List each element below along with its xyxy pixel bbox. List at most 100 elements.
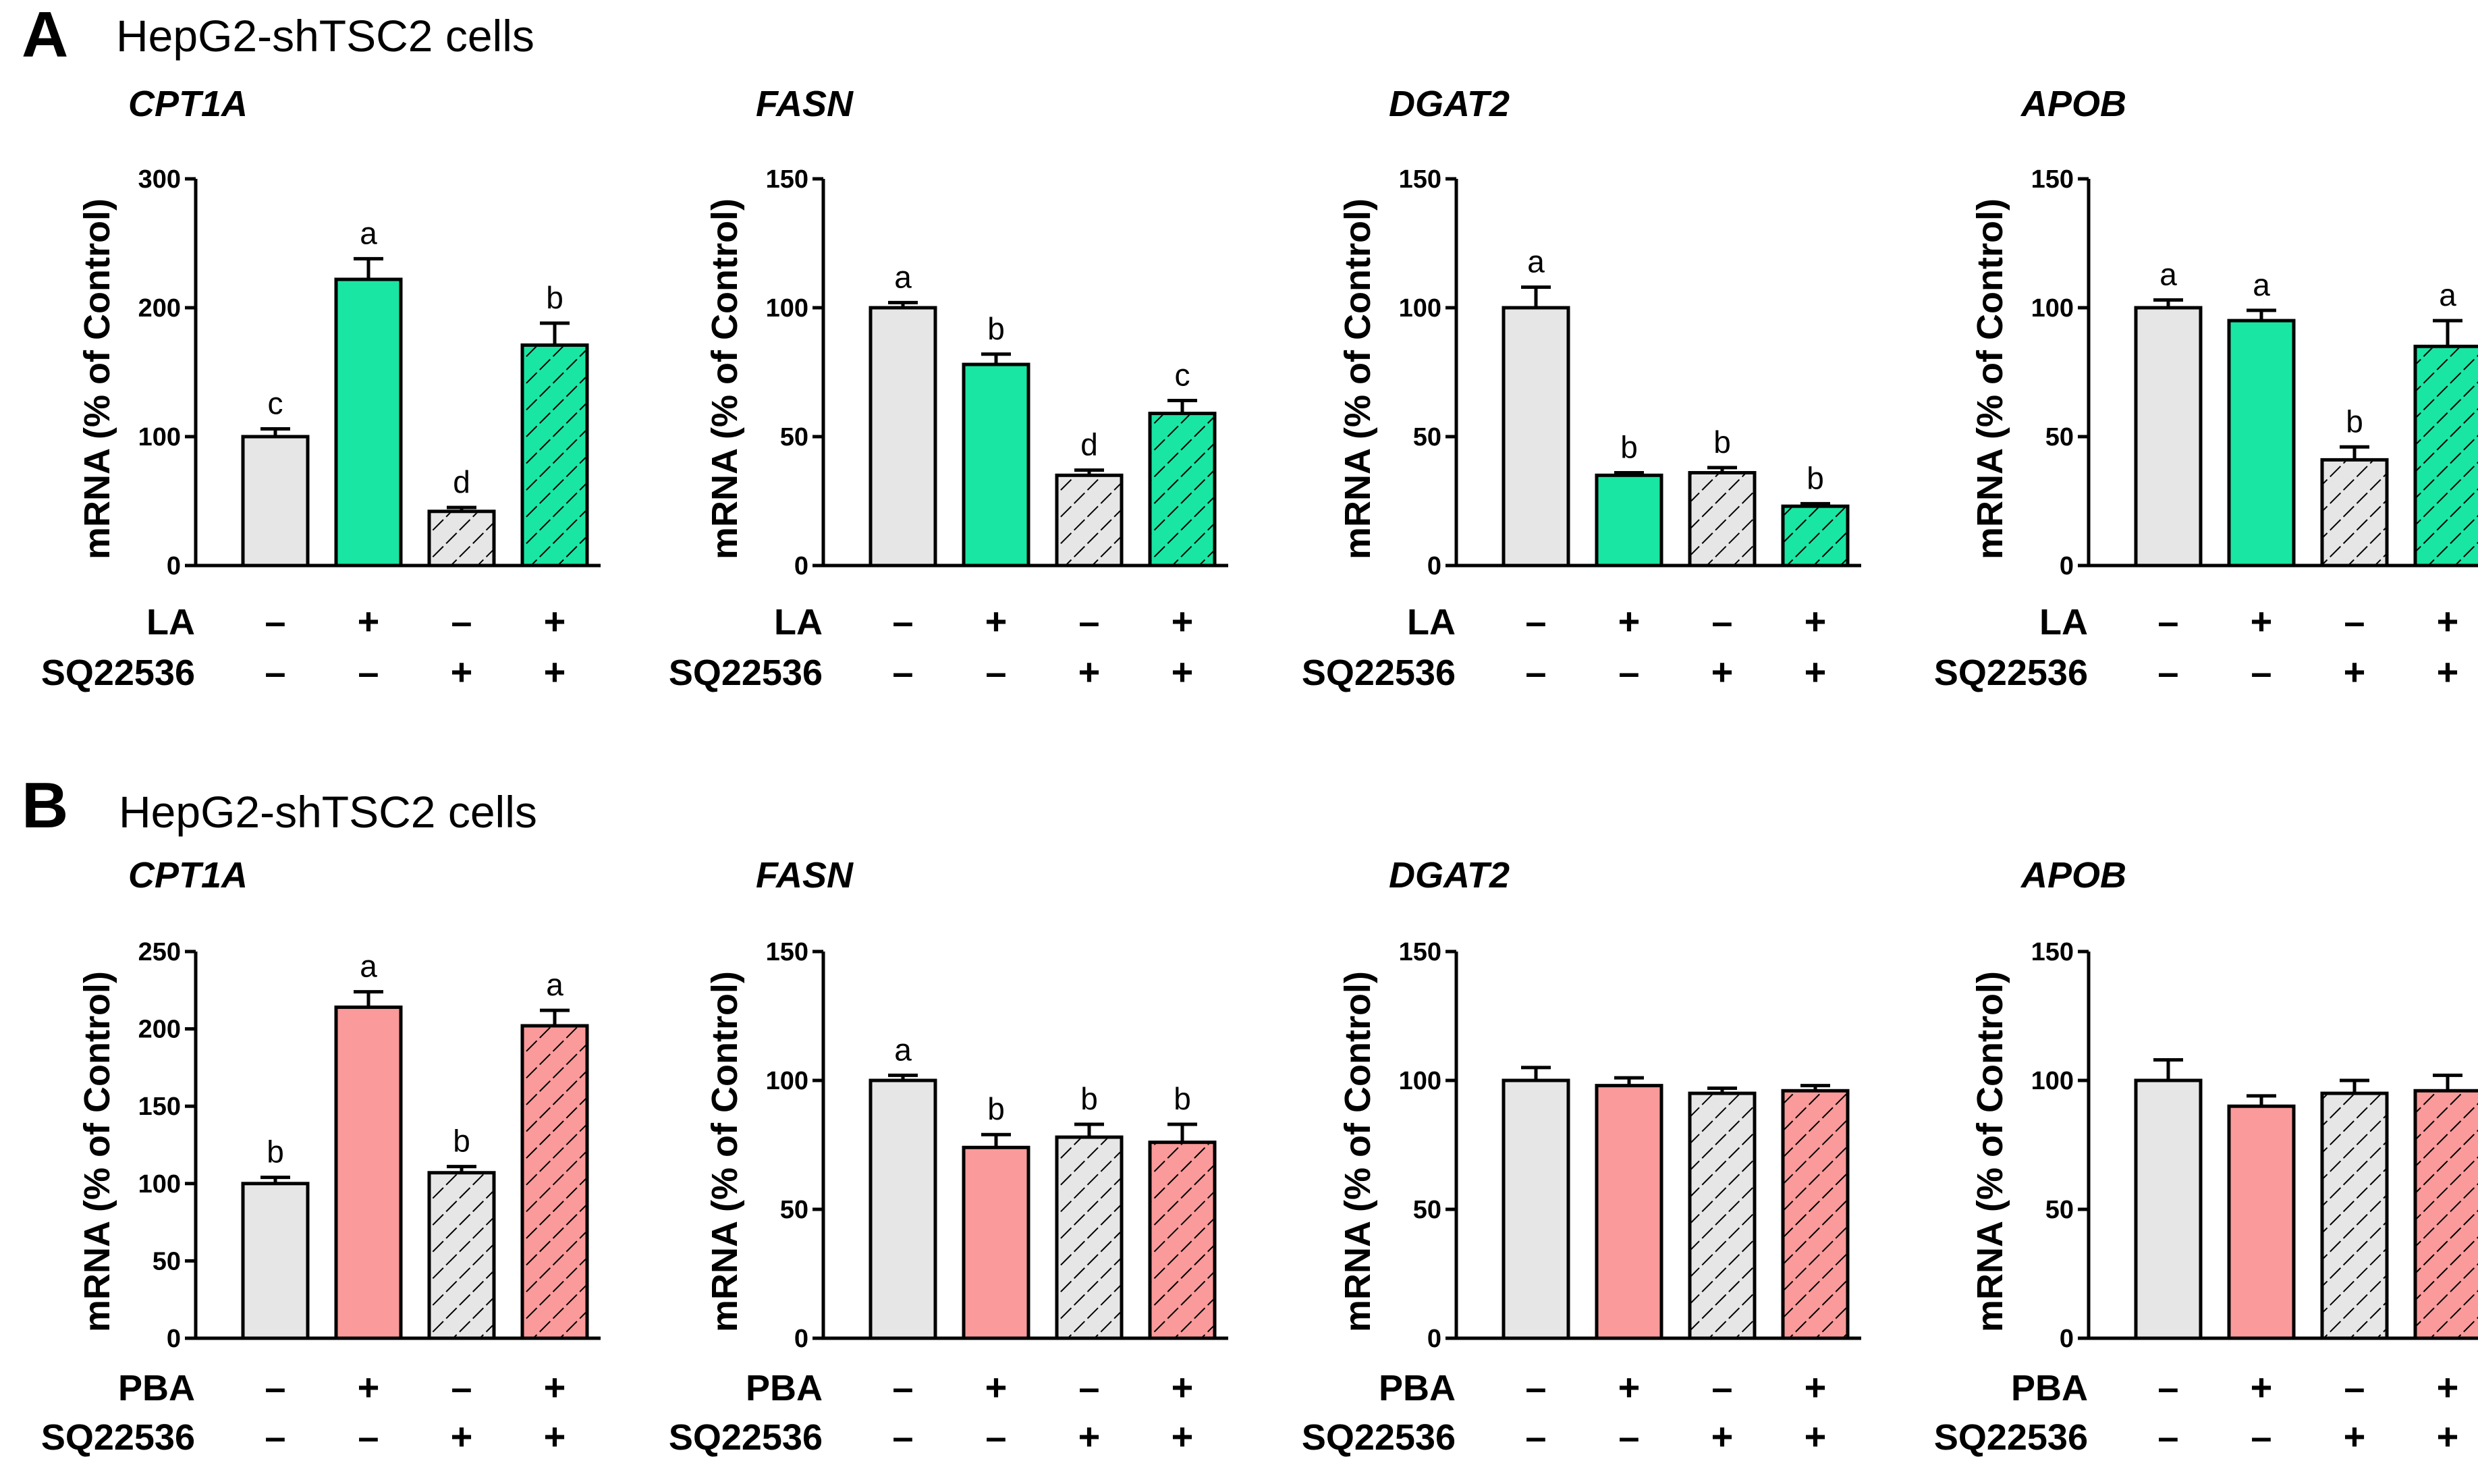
treatment-label-b-dgat2-1: PBA [1379, 1368, 1456, 1408]
treatment-sign-b-cpt1a-1-3: – [451, 1366, 472, 1408]
y-axis-label-b-cpt1a: mRNA (% of Control) [77, 971, 117, 1332]
y-tick-label-a-fasn: 100 [766, 294, 808, 323]
y-tick-label-b-fasn: 0 [794, 1325, 808, 1353]
treatment-sign-a-cpt1a-1-3: – [451, 600, 472, 642]
treatment-sign-a-apob-2-4: + [2437, 651, 2459, 693]
treatment-sign-a-dgat2-1-4: + [1805, 600, 1827, 642]
y-tick-label-a-fasn: 0 [794, 552, 808, 580]
significance-letter-a-cpt1a-1: c [268, 386, 283, 421]
treatment-sign-a-fasn-1-2: + [985, 600, 1008, 642]
treatment-sign-b-dgat2-2-4: + [1805, 1415, 1827, 1458]
treatment-sign-b-dgat2-1-4: + [1805, 1366, 1827, 1408]
treatment-sign-a-fasn-1-3: – [1078, 600, 1099, 642]
treatment-sign-a-dgat2-1-2: + [1618, 600, 1641, 642]
y-tick-label-b-cpt1a: 150 [138, 1093, 181, 1121]
y-tick-label-a-cpt1a: 0 [167, 552, 181, 580]
treatment-sign-b-dgat2-2-2: – [1618, 1415, 1639, 1458]
bar-hatch-a-dgat2-3 [1692, 474, 1753, 564]
bar-a-fasn-1 [871, 308, 935, 566]
y-tick-label-b-apob: 100 [2031, 1067, 2074, 1095]
chart-title-b-fasn: FASN [756, 855, 854, 896]
chart-title-a-cpt1a: CPT1A [128, 84, 248, 124]
y-tick-label-a-apob: 50 [2045, 423, 2074, 451]
y-tick-label-a-cpt1a: 300 [138, 165, 181, 194]
treatment-sign-a-fasn-2-2: – [985, 651, 1006, 693]
significance-letter-a-apob-2: a [2253, 267, 2270, 302]
y-tick-label-a-dgat2: 0 [1427, 552, 1441, 580]
y-tick-label-b-cpt1a: 0 [167, 1325, 181, 1353]
y-tick-label-b-dgat2: 50 [1413, 1196, 1441, 1224]
treatment-sign-a-dgat2-2-1: – [1525, 651, 1546, 693]
treatment-sign-b-dgat2-1-2: + [1618, 1366, 1641, 1408]
y-tick-label-b-cpt1a: 250 [138, 938, 181, 966]
treatment-sign-b-apob-2-3: + [2344, 1415, 2366, 1458]
significance-letter-a-apob-1: a [2159, 257, 2177, 292]
y-axis-label-a-fasn: mRNA (% of Control) [705, 198, 745, 559]
y-tick-label-b-cpt1a: 50 [153, 1247, 181, 1275]
bar-hatch-a-apob-4 [2417, 348, 2478, 564]
panel-title-a: HepG2-shTSC2 cells [116, 11, 534, 61]
treatment-sign-a-dgat2-2-4: + [1805, 651, 1827, 693]
treatment-sign-a-apob-2-3: + [2344, 651, 2366, 693]
treatment-sign-b-fasn-2-3: + [1078, 1415, 1101, 1458]
y-tick-label-a-apob: 100 [2031, 294, 2074, 323]
panel-letter-a: A [22, 0, 68, 71]
treatment-sign-a-fasn-2-3: + [1078, 651, 1101, 693]
treatment-sign-b-cpt1a-2-4: + [544, 1415, 566, 1458]
y-axis-label-a-apob: mRNA (% of Control) [1970, 198, 2010, 559]
bar-b-fasn-2 [964, 1147, 1028, 1338]
bar-b-dgat2-2 [1597, 1086, 1661, 1338]
y-tick-label-b-cpt1a: 100 [138, 1170, 181, 1199]
bar-hatch-b-fasn-4 [1152, 1144, 1213, 1336]
panel-letter-b: B [22, 769, 68, 842]
treatment-sign-b-cpt1a-2-1: – [265, 1415, 285, 1458]
treatment-label-b-apob-1: PBA [2011, 1368, 2088, 1408]
panel-title-b: HepG2-shTSC2 cells [119, 787, 537, 837]
treatment-sign-a-cpt1a-1-2: + [358, 600, 380, 642]
treatment-sign-a-apob-1-1: – [2157, 600, 2178, 642]
treatment-sign-b-fasn-1-3: – [1078, 1366, 1099, 1408]
significance-letter-a-apob-4: a [2439, 277, 2456, 312]
treatment-label-a-dgat2-1: LA [1407, 602, 1456, 642]
treatment-sign-b-apob-2-4: + [2437, 1415, 2459, 1458]
chart-title-b-dgat2: DGAT2 [1389, 855, 1510, 896]
y-tick-label-b-dgat2: 100 [1399, 1067, 1441, 1095]
treatment-sign-b-fasn-1-2: + [985, 1366, 1008, 1408]
treatment-sign-b-fasn-1-1: – [892, 1366, 913, 1408]
y-tick-label-b-apob: 50 [2045, 1196, 2074, 1224]
treatment-sign-a-fasn-1-1: – [892, 600, 913, 642]
treatment-sign-b-fasn-2-1: – [892, 1415, 913, 1458]
significance-letter-b-fasn-3: b [1080, 1081, 1098, 1116]
treatment-label-a-cpt1a-1: LA [146, 602, 195, 642]
y-tick-label-a-fasn: 150 [766, 165, 808, 194]
significance-letter-a-apob-3: b [2346, 404, 2363, 439]
significance-letter-b-fasn-4: b [1174, 1081, 1191, 1116]
chart-title-a-fasn: FASN [756, 84, 854, 124]
y-tick-label-a-apob: 150 [2031, 165, 2074, 194]
y-axis-label-b-fasn: mRNA (% of Control) [705, 971, 745, 1332]
bar-hatch-b-dgat2-4 [1785, 1093, 1846, 1337]
treatment-sign-a-cpt1a-2-2: – [358, 651, 379, 693]
bar-hatch-a-fasn-3 [1059, 477, 1120, 564]
treatment-sign-b-apob-2-2: – [2251, 1415, 2272, 1458]
treatment-label-a-apob-2: SQ22536 [1934, 653, 2088, 693]
treatment-sign-a-cpt1a-1-1: – [265, 600, 285, 642]
bar-b-apob-2 [2229, 1106, 2294, 1338]
treatment-sign-b-apob-2-1: – [2157, 1415, 2178, 1458]
y-tick-label-b-apob: 150 [2031, 938, 2074, 966]
treatment-sign-a-dgat2-1-3: – [1711, 600, 1732, 642]
bar-b-cpt1a-1 [243, 1184, 308, 1338]
y-axis-label-a-dgat2: mRNA (% of Control) [1338, 198, 1378, 559]
treatment-label-b-fasn-2: SQ22536 [669, 1417, 823, 1458]
significance-letter-a-fasn-3: d [1080, 427, 1098, 462]
treatment-label-a-apob-1: LA [2039, 602, 2088, 642]
bar-hatch-b-dgat2-3 [1692, 1095, 1753, 1337]
treatment-sign-a-apob-1-4: + [2437, 600, 2459, 642]
significance-letter-b-fasn-2: b [987, 1091, 1005, 1126]
treatment-sign-a-dgat2-1-1: – [1525, 600, 1546, 642]
treatment-sign-b-cpt1a-2-3: + [451, 1415, 473, 1458]
treatment-sign-a-cpt1a-2-1: – [265, 651, 285, 693]
bar-a-fasn-2 [964, 364, 1028, 566]
